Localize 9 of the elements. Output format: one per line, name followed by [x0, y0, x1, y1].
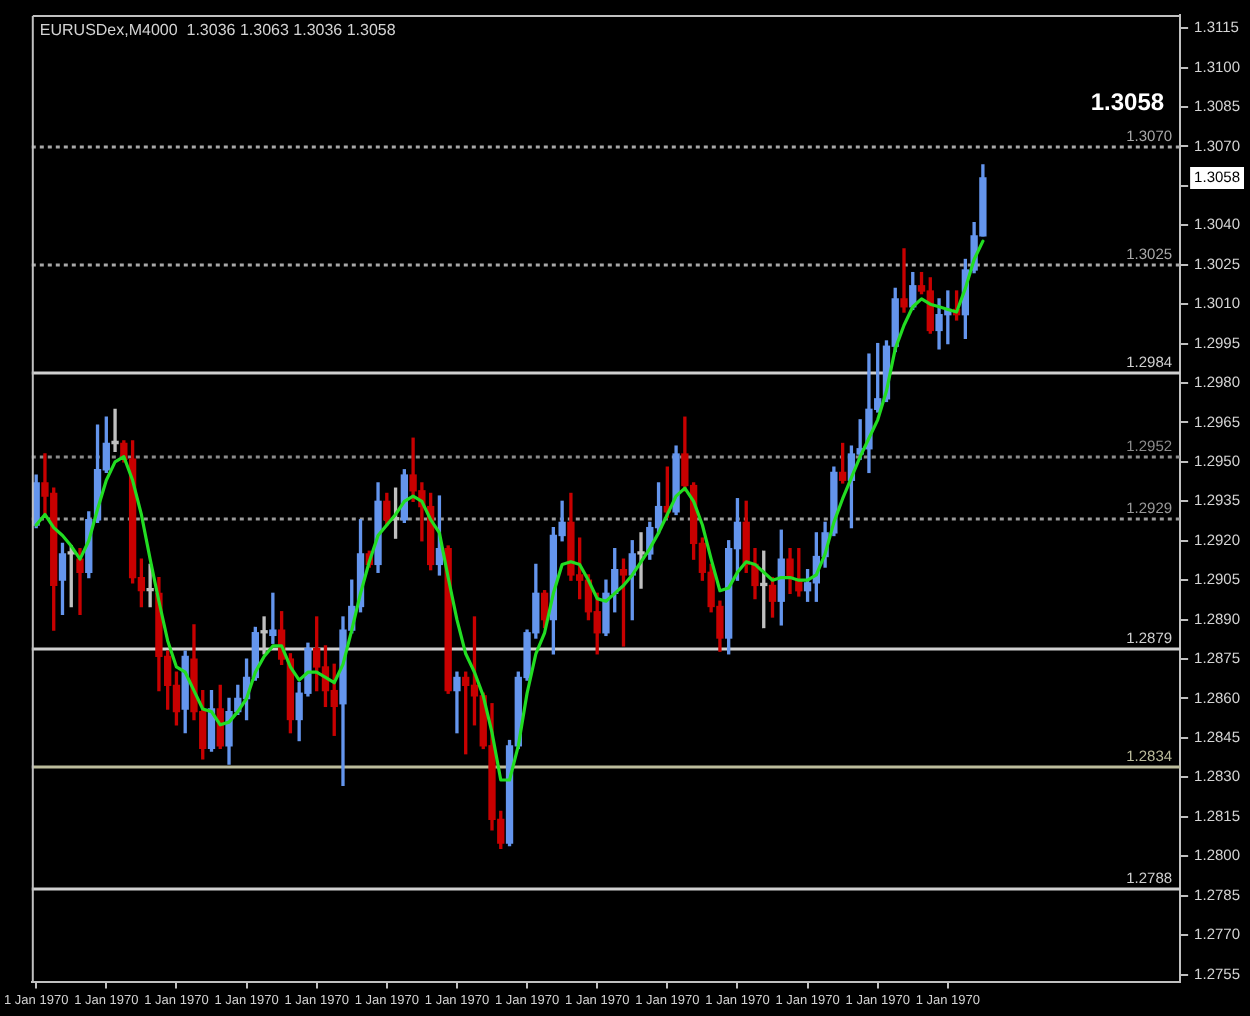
candlestick [111, 408, 119, 453]
annotation: 1.3058 [1090, 87, 1165, 116]
candlestick [637, 532, 645, 589]
chart-title: EURUSDex,M4000 1.3036 1.3063 1.3036 1.3058 [39, 21, 397, 40]
candlestick [146, 563, 154, 608]
candlestick [269, 592, 277, 644]
candlestick [260, 616, 268, 655]
candlestick [453, 671, 461, 734]
candlestick [900, 248, 908, 313]
